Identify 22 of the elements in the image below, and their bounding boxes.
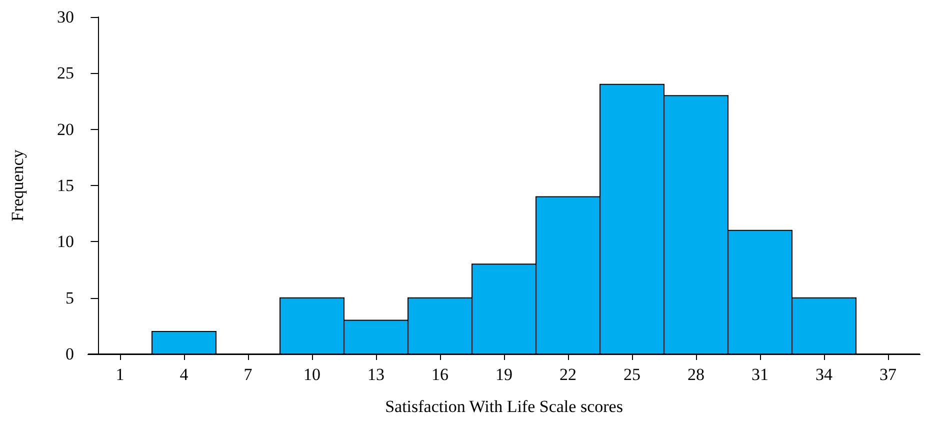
x-tick-label: 37	[880, 365, 897, 384]
x-tick-label: 22	[560, 365, 576, 384]
x-tick-label: 16	[432, 365, 448, 384]
x-tick-label: 19	[496, 365, 512, 384]
y-tick-label: 30	[57, 8, 74, 26]
x-tick-label: 1	[116, 365, 124, 384]
y-tick-label: 25	[57, 64, 74, 83]
x-tick-label: 31	[752, 365, 768, 384]
y-tick-label: 15	[57, 176, 74, 195]
x-tick-label: 34	[816, 365, 833, 384]
x-tick-label: 28	[688, 365, 704, 384]
x-tick-label: 7	[244, 365, 253, 384]
y-axis-title: Frequency	[8, 149, 27, 222]
x-tick-label: 13	[368, 365, 384, 384]
x-tick-label: 4	[180, 365, 189, 384]
y-tick-label: 0	[66, 344, 74, 364]
y-tick-label: 5	[66, 288, 74, 308]
x-axis-title: Satisfaction With Life Scale scores	[385, 397, 623, 416]
y-tick-label: 10	[57, 232, 74, 252]
x-tick-label: 10	[304, 365, 320, 384]
y-tick-label: 20	[57, 120, 74, 139]
x-tick-label: 25	[624, 365, 640, 384]
